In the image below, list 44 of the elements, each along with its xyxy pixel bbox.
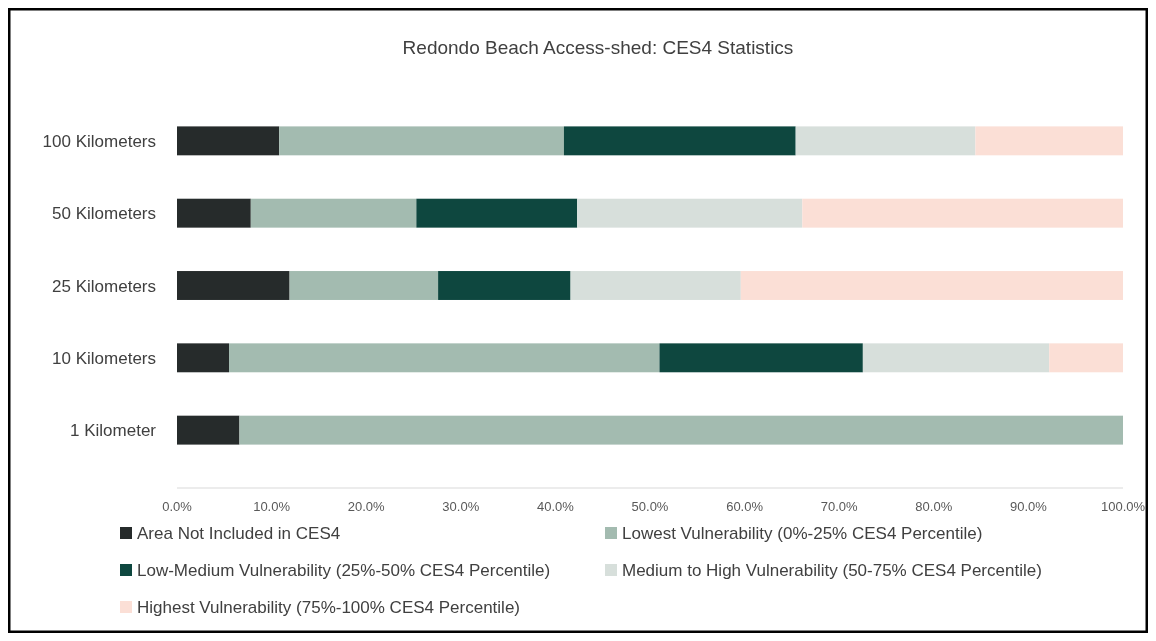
- bar: [802, 198, 1123, 228]
- bar: [563, 126, 796, 156]
- bar: [177, 126, 280, 156]
- x-tick-label: 80.0%: [915, 499, 953, 514]
- y-tick-label: 50 Kilometers: [52, 204, 156, 224]
- bar: [975, 126, 1123, 156]
- y-tick-label: 10 Kilometers: [52, 348, 156, 368]
- bar: [177, 198, 251, 228]
- x-tick-label: 20.0%: [347, 499, 386, 514]
- legend-label: Lowest Vulnerability (0%-25% CES4 Percentile): [622, 524, 983, 543]
- y-tick-label: 100 Kilometers: [42, 131, 156, 151]
- legend-label: Highest Vulnerability (75%-100% CES4 Percentile): [137, 598, 520, 617]
- legend-label: Low-Medium Vulnerability (25%-50% CES4 Percentile): [137, 561, 551, 580]
- bar: [229, 343, 660, 373]
- bar: [570, 271, 741, 300]
- bar: [289, 271, 439, 300]
- x-tick-label: 70.0%: [820, 499, 859, 514]
- x-tick-label: 60.0%: [726, 499, 764, 514]
- bar: [438, 271, 571, 300]
- x-tick-label: 0.0%: [162, 499, 193, 514]
- bar: [577, 198, 803, 228]
- bar: [279, 126, 564, 156]
- y-tick-label: 25 Kilometers: [52, 276, 156, 296]
- bar: [177, 343, 230, 373]
- x-tick-label: 90.0%: [1009, 499, 1048, 514]
- bar: [659, 343, 863, 373]
- x-tick-label: 10.0%: [253, 499, 291, 514]
- bar: [795, 126, 976, 156]
- bar: [239, 415, 1123, 445]
- x-tick-label: 40.0%: [536, 499, 575, 514]
- bar: [1049, 343, 1123, 373]
- x-tick-label: 50.0%: [631, 499, 669, 514]
- bar: [416, 198, 578, 228]
- bar: [740, 271, 1123, 300]
- legend-label: Area Not Included in CES4: [137, 524, 341, 543]
- bar: [862, 343, 1050, 373]
- y-tick-label: 1 Kilometer: [70, 421, 157, 441]
- x-tick-label: 30.0%: [442, 499, 480, 514]
- legend-label: Medium to High Vulnerability (50-75% CES4 Percentile): [622, 561, 1042, 580]
- chart-title: Redondo Beach Access-shed: CES4 Statistics: [402, 37, 794, 58]
- bar: [177, 271, 290, 300]
- x-tick-label: 100.0%: [1100, 499, 1146, 514]
- bar: [177, 415, 240, 445]
- bar: [250, 198, 417, 228]
